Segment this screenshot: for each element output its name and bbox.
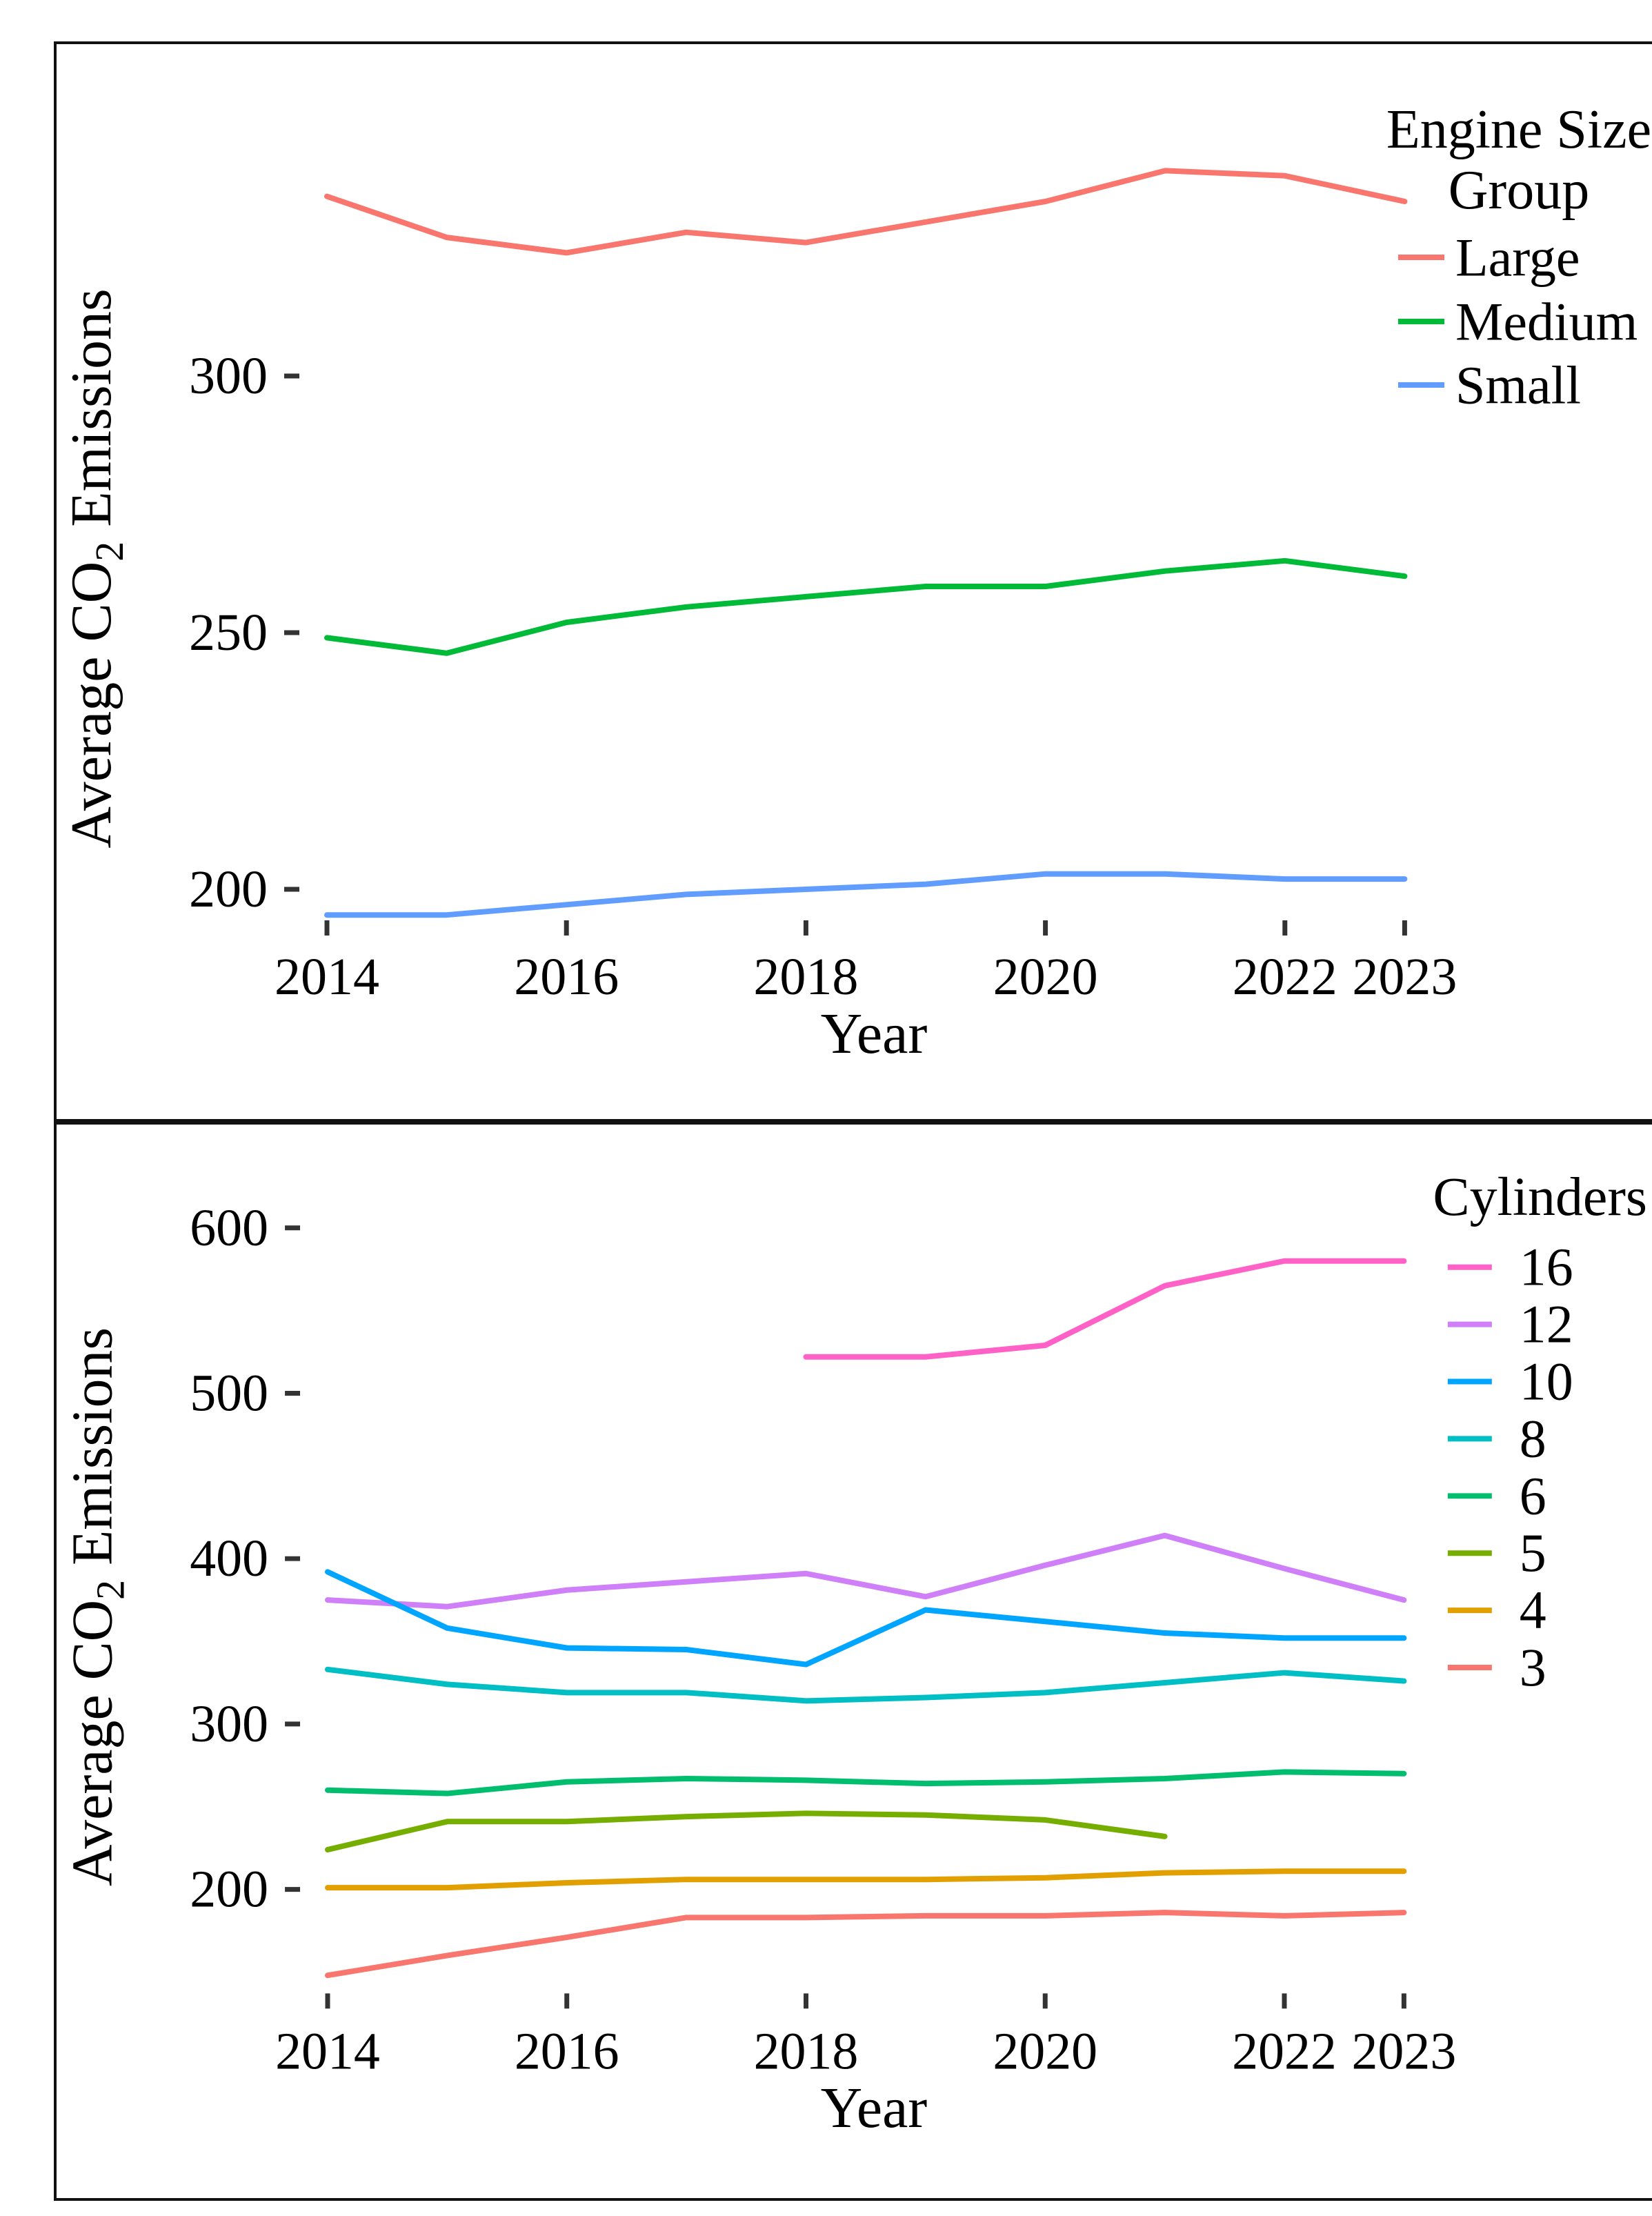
x-axis-title: Year	[821, 2076, 928, 2140]
series-line-medium	[324, 557, 1408, 656]
x-axis-tick-label: 2018	[753, 948, 858, 1006]
y-axis-title: Average CO2 Emissions	[59, 288, 132, 848]
x-axis-tick-label: 2016	[515, 2022, 619, 2080]
x-axis-tick-label: 2014	[275, 948, 379, 1006]
cylinders-chart-panel: 200 300 400 500 600 2014 2016 2018 2020 2022 2023 Y…	[54, 1122, 1652, 2201]
x-axis-tick-label: 2023	[1352, 948, 1457, 1006]
legend-label-3: 3	[1520, 1638, 1546, 1697]
series-line-large	[324, 168, 1408, 256]
legend-label-16: 16	[1520, 1238, 1573, 1297]
y-axis-tick-label: 250	[189, 604, 268, 662]
series-line-10	[324, 1569, 1407, 1668]
cylinders-line-chart: 200 300 400 500 600 2014 2016 2018 2020 2022 2023 Y…	[60, 1167, 1647, 2140]
legend-label-10: 10	[1520, 1352, 1573, 1412]
x-axis-tick-label: 2022	[1232, 2022, 1337, 2080]
y-axis-tick-label: 200	[189, 860, 268, 918]
legend-label-12: 12	[1520, 1295, 1573, 1354]
series-line-16	[803, 1258, 1407, 1360]
x-axis-tick-label: 2020	[993, 2022, 1097, 2080]
y-axis-tick-label: 400	[190, 1530, 268, 1587]
x-axis-tick-label: 2023	[1351, 2022, 1456, 2080]
legend-label-6: 6	[1520, 1466, 1546, 1525]
series-line-3	[324, 1910, 1407, 1979]
x-axis-tick-label: 2016	[514, 948, 619, 1006]
y-axis-tick-label: 500	[190, 1364, 268, 1422]
legend-title: Engine Size	[1386, 99, 1651, 160]
y-axis-tick-label: 300	[189, 347, 268, 405]
legend-title: Group	[1449, 160, 1589, 221]
legend-label-medium: Medium	[1455, 292, 1638, 352]
x-axis-title: Year	[821, 1002, 928, 1066]
series-line-small	[324, 871, 1408, 918]
x-axis-tick-label: 2018	[754, 2022, 859, 2080]
y-axis-tick-label: 600	[190, 1199, 268, 1257]
x-axis-tick-label: 2022	[1233, 948, 1337, 1006]
engine-size-line-chart: 200 250 300 2014 2016 2018 2020 2022 2023 Year Ave…	[59, 99, 1651, 1066]
y-axis-title: Average CO2 Emissions	[60, 1327, 132, 1886]
x-axis-tick-label: 2020	[993, 948, 1098, 1006]
legend-label-large: Large	[1455, 228, 1580, 288]
legend-label-5: 5	[1520, 1523, 1546, 1583]
y-axis-tick-label: 200	[190, 1861, 268, 1919]
x-axis-tick-label: 2014	[275, 2022, 380, 2080]
legend-label-small: Small	[1455, 355, 1581, 415]
y-axis-tick-label: 300	[190, 1695, 268, 1753]
series-line-6	[324, 1769, 1407, 1797]
legend-title: Cylinders	[1433, 1167, 1647, 1227]
legend-label-4: 4	[1520, 1581, 1546, 1640]
series-line-8	[324, 1666, 1407, 1704]
series-line-4	[324, 1868, 1407, 1891]
series-line-12	[324, 1532, 1407, 1610]
legend-label-8: 8	[1520, 1409, 1546, 1468]
engine-size-chart-panel: 200 250 300 2014 2016 2018 2020 2022 2023 Year Ave…	[54, 41, 1652, 1122]
series-line-5	[324, 1810, 1168, 1853]
